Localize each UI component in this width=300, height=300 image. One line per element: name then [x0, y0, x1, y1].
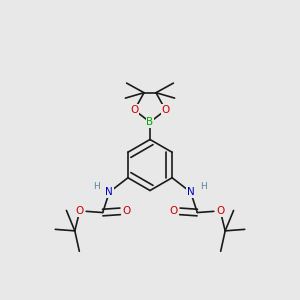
Text: O: O	[161, 105, 170, 115]
Text: O: O	[216, 206, 224, 216]
Text: H: H	[93, 182, 100, 191]
Text: O: O	[76, 206, 84, 216]
Text: H: H	[200, 182, 207, 191]
Text: N: N	[105, 187, 113, 197]
Text: O: O	[169, 206, 177, 216]
Text: O: O	[130, 105, 139, 115]
Text: O: O	[123, 206, 131, 216]
Text: B: B	[146, 117, 154, 127]
Text: N: N	[187, 187, 195, 197]
